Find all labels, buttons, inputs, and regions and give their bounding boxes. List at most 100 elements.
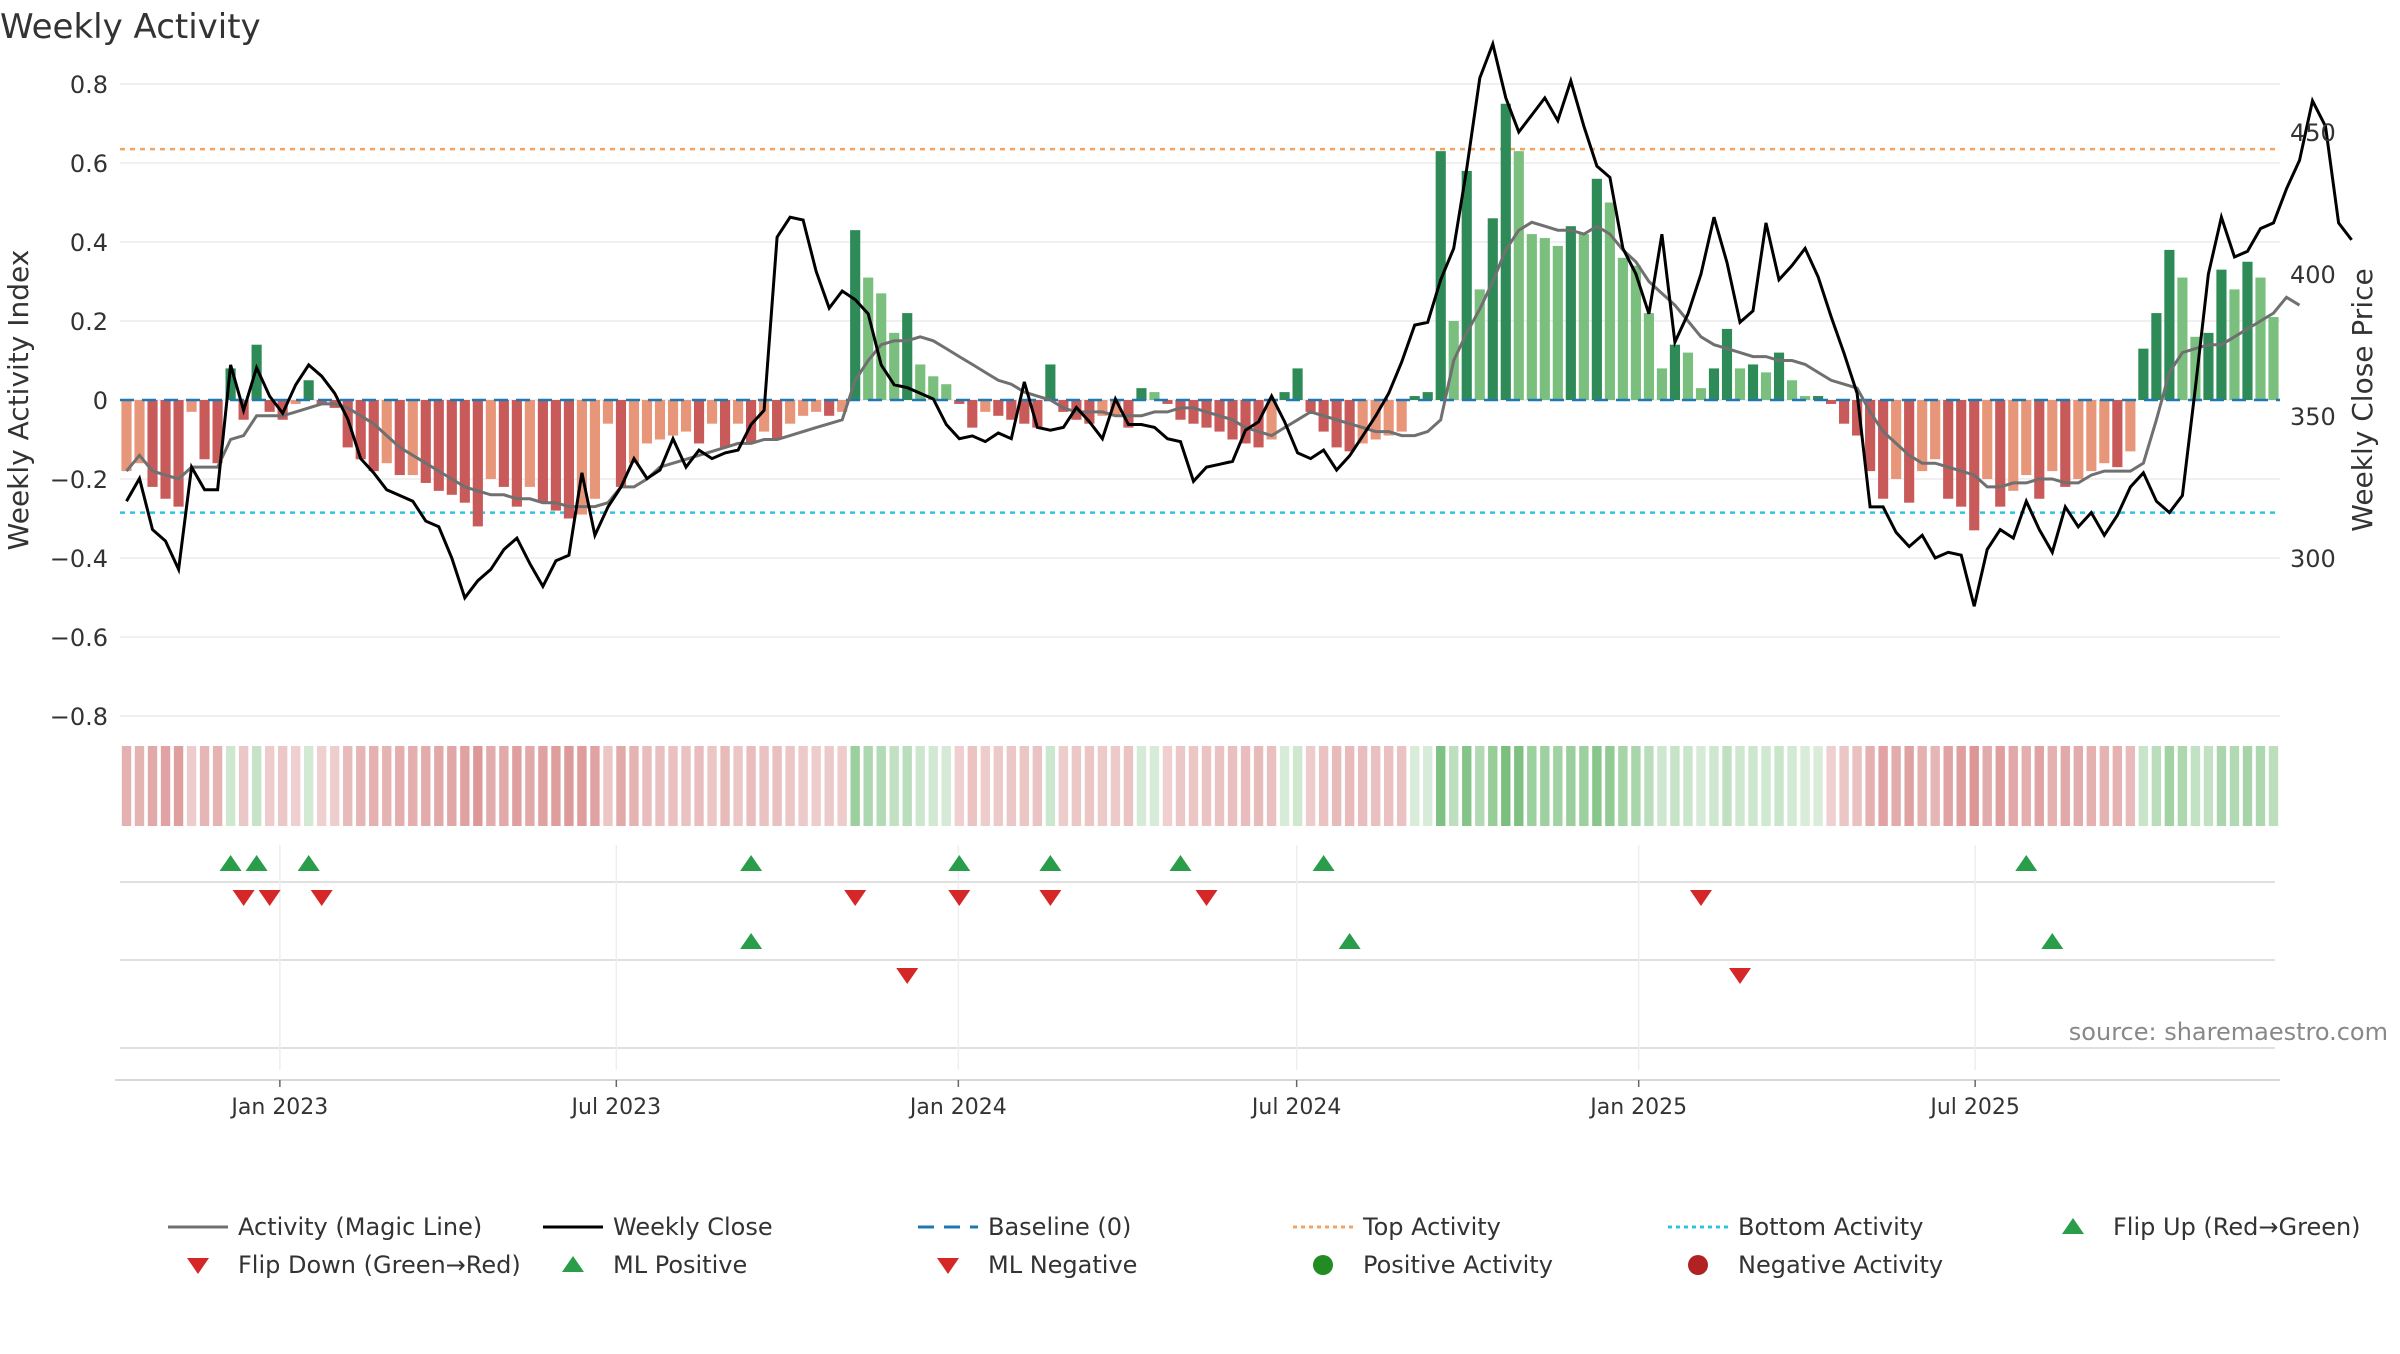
heat-cell: [1462, 746, 1472, 826]
heat-cell: [2086, 746, 2097, 826]
flip-up-marker: [245, 855, 268, 871]
flip-down-marker: [948, 890, 971, 906]
activity-bar: [915, 364, 926, 400]
activity-bar: [1110, 400, 1121, 416]
activity-bar: [2138, 348, 2149, 400]
activity-bar: [1409, 396, 1420, 400]
activity-bar: [433, 400, 444, 491]
activity-bar: [1969, 400, 1980, 531]
activity-bar: [980, 400, 991, 412]
activity-bar: [199, 400, 210, 460]
activity-bar: [1149, 392, 1160, 400]
activity-bar: [1760, 372, 1772, 400]
activity-bar: [1578, 234, 1589, 400]
heat-cell: [746, 746, 756, 826]
legend-label-positive-activity: Positive Activity: [1363, 1251, 1553, 1279]
heat-cell: [434, 746, 444, 826]
heat-cell: [382, 746, 392, 826]
activity-bar: [576, 400, 588, 515]
y-tick-label: −0.6: [50, 624, 108, 652]
heat-cell: [1670, 746, 1680, 826]
heat-cell: [824, 746, 834, 826]
heat-cell: [1553, 746, 1563, 826]
activity-bar: [1175, 400, 1186, 420]
heat-cell: [264, 746, 275, 826]
heat-cell: [160, 746, 171, 826]
heat-cell: [356, 746, 366, 826]
activity-bar: [824, 400, 835, 416]
activity-bar: [1956, 400, 1967, 507]
activity-bar: [759, 400, 770, 432]
flip-down-marker: [844, 890, 867, 906]
heat-cell: [421, 746, 431, 826]
heat-cell: [967, 746, 977, 826]
activity-bar: [2229, 289, 2240, 400]
activity-bar: [1305, 400, 1316, 412]
activity-bar: [2112, 400, 2123, 468]
heat-cell: [1201, 746, 1212, 826]
flip-up-marker: [2015, 855, 2038, 871]
ml-positive-marker: [1338, 933, 1361, 949]
heat-cell: [759, 746, 769, 826]
activity-bar: [2255, 277, 2266, 400]
activity-bar: [746, 400, 757, 444]
heat-cell: [290, 746, 301, 826]
heat-cell: [2021, 746, 2031, 826]
activity-bar: [1474, 289, 1485, 400]
heat-cell: [277, 746, 288, 826]
activity-bar: [355, 400, 366, 460]
heat-cell: [134, 746, 145, 826]
source-label: source: sharemaestro.com: [2069, 1018, 2388, 1046]
heat-cell: [1475, 746, 1485, 826]
heat-cell: [173, 746, 184, 826]
heat-cell: [707, 746, 717, 826]
legend: Activity (Magic Line) Weekly Close Baselin…: [168, 1213, 2361, 1279]
x-tick-label: Jan 2024: [908, 1095, 1007, 1120]
activity-bar: [472, 400, 483, 527]
heat-cell: [1865, 746, 1875, 826]
heat-cell: [251, 746, 262, 826]
heat-cell: [1019, 746, 1030, 826]
activity-bars: [121, 103, 2279, 531]
heat-cell: [1214, 746, 1225, 826]
heat-cell: [1878, 746, 1888, 826]
heat-cell: [1227, 746, 1238, 826]
heat-cell: [1253, 746, 1264, 826]
heat-cell: [2060, 746, 2070, 826]
heat-cell: [1618, 746, 1628, 826]
activity-bar: [1943, 400, 1954, 499]
activity-bar: [1058, 400, 1069, 412]
legend-swatch-ml-positive: [562, 1256, 584, 1272]
heat-cell: [1904, 746, 1914, 826]
heat-cell: [2008, 746, 2018, 826]
activity-bar: [1123, 400, 1134, 428]
heat-cell: [1774, 746, 1784, 826]
y-tick-label: −0.8: [50, 703, 108, 731]
flip-up-marker: [740, 855, 763, 871]
activity-bar: [160, 400, 171, 499]
flip-up-marker: [297, 855, 320, 871]
heat-cell: [330, 746, 340, 826]
heat-cell: [2268, 746, 2279, 826]
activity-bar: [641, 400, 653, 444]
activity-bar: [1136, 388, 1147, 400]
activity-bar: [2268, 317, 2279, 400]
flip-down-marker: [232, 890, 255, 906]
heat-cell: [2073, 746, 2083, 826]
activity-bar: [1240, 400, 1251, 444]
heat-cell: [1644, 746, 1654, 826]
heat-cell: [1683, 746, 1693, 826]
y2-tick-label: 450: [2290, 119, 2336, 147]
heat-cell: [590, 746, 600, 826]
activity-bar: [2164, 249, 2175, 400]
activity-bar: [706, 400, 718, 424]
activity-bar: [1930, 400, 1941, 460]
heat-cell: [2216, 746, 2227, 826]
heat-cell: [512, 746, 522, 826]
legend-label-negative-activity: Negative Activity: [1738, 1251, 1943, 1279]
legend-label-flip-down: Flip Down (Green→Red): [238, 1251, 521, 1279]
heat-cell: [1162, 746, 1173, 826]
activity-bar: [121, 400, 132, 472]
heat-cell: [1696, 746, 1706, 826]
